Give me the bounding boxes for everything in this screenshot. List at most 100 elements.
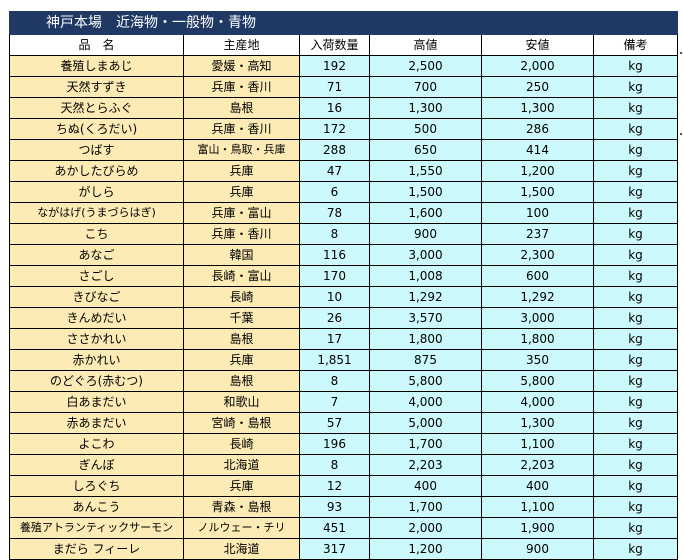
cell-low: 2,000 bbox=[481, 55, 594, 77]
cell-note: kg bbox=[593, 97, 678, 119]
cell-quantity: 317 bbox=[299, 538, 370, 560]
cell-note: kg bbox=[593, 76, 678, 98]
cell-low: 600 bbox=[481, 265, 594, 287]
cell-high: 2,000 bbox=[369, 517, 482, 539]
cell-high: 1,700 bbox=[369, 433, 482, 455]
cell-quantity: 1,851 bbox=[299, 349, 370, 371]
cell-quantity: 6 bbox=[299, 181, 370, 203]
cell-quantity: 170 bbox=[299, 265, 370, 287]
table-row: ちぬ(くろだい) 兵庫・香川 172 500 286 kg bbox=[9, 118, 678, 140]
cell-origin: 兵庫・香川 bbox=[183, 223, 300, 245]
cell-origin: 北海道 bbox=[183, 454, 300, 476]
table-row: つばす 富山・鳥取・兵庫 288 650 414 kg bbox=[9, 139, 678, 161]
cell-name: 赤あまだい bbox=[9, 412, 184, 434]
table-row: 天然すずき 兵庫・香川 71 700 250 kg bbox=[9, 76, 678, 98]
table-row: まだら フィーレ 北海道 317 1,200 900 kg bbox=[9, 538, 678, 560]
price-table-container: 神戸本場 近海物・一般物・青物 品 名 主産地 入荷数量 高値 安値 備考 養殖… bbox=[9, 11, 678, 560]
table-row: ぎんぼ 北海道 8 2,203 2,203 kg bbox=[9, 454, 678, 476]
cell-low: 1,100 bbox=[481, 433, 594, 455]
cell-origin: 愛媛・高知 bbox=[183, 55, 300, 77]
cell-origin: ノルウェー・チリ bbox=[183, 517, 300, 539]
cell-quantity: 16 bbox=[299, 97, 370, 119]
cell-high: 650 bbox=[369, 139, 482, 161]
cell-low: 2,203 bbox=[481, 454, 594, 476]
cell-origin: 千葉 bbox=[183, 307, 300, 329]
cell-low: 414 bbox=[481, 139, 594, 161]
cell-note: kg bbox=[593, 244, 678, 266]
cell-low: 1,900 bbox=[481, 517, 594, 539]
cell-name: きんめだい bbox=[9, 307, 184, 329]
table-row: さごし 長崎・富山 170 1,008 600 kg bbox=[9, 265, 678, 287]
cell-name: ぎんぼ bbox=[9, 454, 184, 476]
cell-origin: 兵庫 bbox=[183, 475, 300, 497]
cell-origin: 兵庫 bbox=[183, 160, 300, 182]
cell-high: 2,500 bbox=[369, 55, 482, 77]
cell-name: あんこう bbox=[9, 496, 184, 518]
cell-quantity: 10 bbox=[299, 286, 370, 308]
cell-origin: 兵庫・香川 bbox=[183, 76, 300, 98]
table-row: よこわ 長崎 196 1,700 1,100 kg bbox=[9, 433, 678, 455]
table-row: 養殖アトランティックサーモン ノルウェー・チリ 451 2,000 1,900 kg bbox=[9, 517, 678, 539]
cell-low: 900 bbox=[481, 538, 594, 560]
table-body: 養殖しまあじ 愛媛・高知 192 2,500 2,000 kg 天然すずき 兵庫・香川 71 70… bbox=[9, 55, 678, 560]
header-row: 品 名 主産地 入荷数量 高値 安値 備考 bbox=[9, 34, 678, 56]
cell-high: 5,800 bbox=[369, 370, 482, 392]
cell-quantity: 17 bbox=[299, 328, 370, 350]
cell-note: kg bbox=[593, 370, 678, 392]
cell-origin: 青森・島根 bbox=[183, 496, 300, 518]
cell-quantity: 8 bbox=[299, 370, 370, 392]
col-header-high: 高値 bbox=[369, 34, 482, 56]
table-row: のどぐろ(赤むつ) 島根 8 5,800 5,800 kg bbox=[9, 370, 678, 392]
table-row: 白あまだい 和歌山 7 4,000 4,000 kg bbox=[9, 391, 678, 413]
cell-note: kg bbox=[593, 328, 678, 350]
cell-high: 1,600 bbox=[369, 202, 482, 224]
cell-note: kg bbox=[593, 517, 678, 539]
cell-note: kg bbox=[593, 181, 678, 203]
table-row: あんこう 青森・島根 93 1,700 1,100 kg bbox=[9, 496, 678, 518]
cell-origin: 長崎・富山 bbox=[183, 265, 300, 287]
cell-origin: 北海道 bbox=[183, 538, 300, 560]
cell-origin: 富山・鳥取・兵庫 bbox=[183, 139, 300, 161]
cell-quantity: 8 bbox=[299, 454, 370, 476]
cell-high: 875 bbox=[369, 349, 482, 371]
table-row: 養殖しまあじ 愛媛・高知 192 2,500 2,000 kg bbox=[9, 55, 678, 77]
cell-low: 237 bbox=[481, 223, 594, 245]
cell-name: まだら フィーレ bbox=[9, 538, 184, 560]
cell-quantity: 93 bbox=[299, 496, 370, 518]
table-row: きびなご 長崎 10 1,292 1,292 kg bbox=[9, 286, 678, 308]
cell-name: さごし bbox=[9, 265, 184, 287]
cell-origin: 長崎 bbox=[183, 286, 300, 308]
table-row: こち 兵庫・香川 8 900 237 kg bbox=[9, 223, 678, 245]
cell-quantity: 192 bbox=[299, 55, 370, 77]
cell-low: 100 bbox=[481, 202, 594, 224]
cell-low: 1,292 bbox=[481, 286, 594, 308]
cell-high: 1,500 bbox=[369, 181, 482, 203]
cell-low: 286 bbox=[481, 118, 594, 140]
cell-origin: 兵庫・香川 bbox=[183, 118, 300, 140]
table-title: 神戸本場 近海物・一般物・青物 bbox=[9, 11, 678, 35]
cell-note: kg bbox=[593, 349, 678, 371]
col-header-low: 安値 bbox=[481, 34, 594, 56]
cell-origin: 島根 bbox=[183, 370, 300, 392]
cell-high: 2,203 bbox=[369, 454, 482, 476]
cell-high: 3,000 bbox=[369, 244, 482, 266]
cell-note: kg bbox=[593, 454, 678, 476]
cell-origin: 宮崎・島根 bbox=[183, 412, 300, 434]
cell-quantity: 451 bbox=[299, 517, 370, 539]
table-row: きんめだい 千葉 26 3,570 3,000 kg bbox=[9, 307, 678, 329]
cell-low: 3,000 bbox=[481, 307, 594, 329]
cell-name: ちぬ(くろだい) bbox=[9, 118, 184, 140]
cell-note: kg bbox=[593, 286, 678, 308]
cell-low: 250 bbox=[481, 76, 594, 98]
cell-high: 1,008 bbox=[369, 265, 482, 287]
cell-high: 1,550 bbox=[369, 160, 482, 182]
cell-name: がしら bbox=[9, 181, 184, 203]
cell-quantity: 116 bbox=[299, 244, 370, 266]
cell-note: kg bbox=[593, 265, 678, 287]
cell-low: 1,200 bbox=[481, 160, 594, 182]
cell-name: のどぐろ(赤むつ) bbox=[9, 370, 184, 392]
cell-origin: 島根 bbox=[183, 97, 300, 119]
cell-name: きびなご bbox=[9, 286, 184, 308]
cell-name: よこわ bbox=[9, 433, 184, 455]
cell-note: kg bbox=[593, 223, 678, 245]
